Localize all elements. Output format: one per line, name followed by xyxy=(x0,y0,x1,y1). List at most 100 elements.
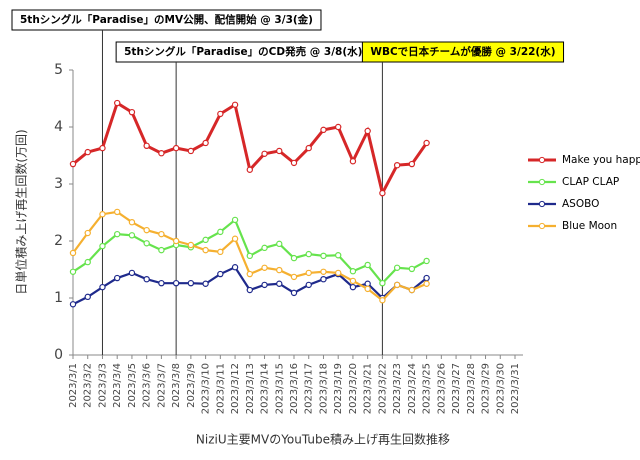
x-tick-label: 2023/3/31 xyxy=(510,363,521,414)
point xyxy=(187,147,195,155)
annotation-text: 5thシングル「Paradise」のCD発売 @ 3/8(水) xyxy=(124,45,362,58)
x-tick-label: 2023/3/23 xyxy=(392,363,403,414)
x-tick-label: 2023/3/17 xyxy=(304,363,315,414)
point xyxy=(276,240,283,248)
x-tick-label: 2023/3/13 xyxy=(245,363,256,414)
point xyxy=(84,229,91,237)
x-axis-label: NiziU主要MVのYouTube積み上げ再生回数推移 xyxy=(196,432,450,447)
series xyxy=(69,208,430,304)
point xyxy=(246,166,253,173)
point xyxy=(128,218,136,226)
point xyxy=(143,275,150,283)
y-tick-label: 4 xyxy=(54,119,63,135)
point xyxy=(305,269,312,277)
point xyxy=(187,279,195,287)
point xyxy=(276,266,283,274)
x-tick-label: 2023/3/12 xyxy=(230,363,241,414)
x-tick-label: 2023/3/19 xyxy=(333,363,344,414)
legend-marker xyxy=(538,222,546,230)
point xyxy=(246,252,253,260)
x-tick-label: 2023/3/25 xyxy=(422,363,433,414)
series-line xyxy=(72,100,428,198)
point xyxy=(305,250,312,258)
x-tick-label: 2023/3/1 xyxy=(68,363,79,408)
point xyxy=(231,101,239,108)
point xyxy=(290,254,298,262)
point xyxy=(320,268,327,275)
point xyxy=(99,242,106,250)
point xyxy=(217,270,224,278)
point xyxy=(113,99,121,107)
x-tick-label: 2023/3/8 xyxy=(171,363,182,408)
point xyxy=(128,108,136,116)
point xyxy=(379,279,386,287)
x-tick-label: 2023/3/2 xyxy=(83,363,94,408)
point xyxy=(364,261,371,269)
point xyxy=(84,148,91,156)
x-tick-label: 2023/3/29 xyxy=(481,363,492,414)
point xyxy=(408,160,416,168)
x-tick-label: 2023/3/14 xyxy=(260,363,271,414)
y-tick-label: 2 xyxy=(54,233,63,249)
series xyxy=(69,99,430,198)
point xyxy=(128,232,136,239)
point xyxy=(187,241,195,249)
point xyxy=(217,228,224,236)
point xyxy=(217,248,224,256)
y-axis-label: 日単位積み上げ再生回数(万回) xyxy=(14,129,29,294)
point xyxy=(320,275,327,283)
legend-label: CLAP CLAP xyxy=(562,176,619,188)
point xyxy=(290,273,298,281)
point xyxy=(423,274,430,282)
point xyxy=(261,281,268,289)
legend-marker xyxy=(538,178,546,186)
point xyxy=(305,144,312,152)
point xyxy=(69,268,77,275)
x-tick-label: 2023/3/6 xyxy=(142,363,153,408)
point xyxy=(276,147,283,155)
x-tick-label: 2023/3/16 xyxy=(289,363,300,414)
x-tick-label: 2023/3/21 xyxy=(363,363,374,414)
point xyxy=(379,297,386,304)
x-tick-label: 2023/3/7 xyxy=(156,363,167,408)
point xyxy=(99,144,106,152)
point xyxy=(231,264,239,271)
x-tick-label: 2023/3/5 xyxy=(127,363,138,408)
x-tick-label: 2023/3/20 xyxy=(348,363,359,414)
x-tick-label: 2023/3/24 xyxy=(407,363,418,414)
x-tick-label: 2023/3/18 xyxy=(318,363,329,414)
point xyxy=(349,157,357,165)
legend-label: Blue Moon xyxy=(562,220,617,232)
point xyxy=(364,127,371,135)
x-tick-label: 2023/3/28 xyxy=(466,363,477,414)
point xyxy=(393,281,401,289)
point xyxy=(246,286,253,294)
point xyxy=(99,211,106,218)
point xyxy=(202,139,209,147)
x-tick-label: 2023/3/3 xyxy=(97,363,108,408)
point xyxy=(231,235,239,242)
x-tick-label: 2023/3/9 xyxy=(186,363,197,408)
point xyxy=(408,265,416,273)
point xyxy=(423,139,430,147)
point xyxy=(202,246,209,254)
series xyxy=(69,216,430,287)
point xyxy=(143,226,150,234)
x-tick-label: 2023/3/4 xyxy=(112,363,123,408)
y-tick-label: 0 xyxy=(54,347,63,363)
point xyxy=(172,144,180,152)
point xyxy=(99,283,106,291)
point xyxy=(84,258,91,266)
x-tick-label: 2023/3/11 xyxy=(215,363,226,414)
x-tick-label: 2023/3/22 xyxy=(377,363,388,414)
legend-marker xyxy=(538,200,546,208)
point xyxy=(172,279,180,287)
point xyxy=(261,264,268,271)
point xyxy=(349,268,357,275)
annotation-box xyxy=(11,9,322,31)
point xyxy=(335,123,342,131)
point xyxy=(143,142,150,150)
point xyxy=(158,279,165,287)
y-tick-label: 1 xyxy=(54,290,63,306)
